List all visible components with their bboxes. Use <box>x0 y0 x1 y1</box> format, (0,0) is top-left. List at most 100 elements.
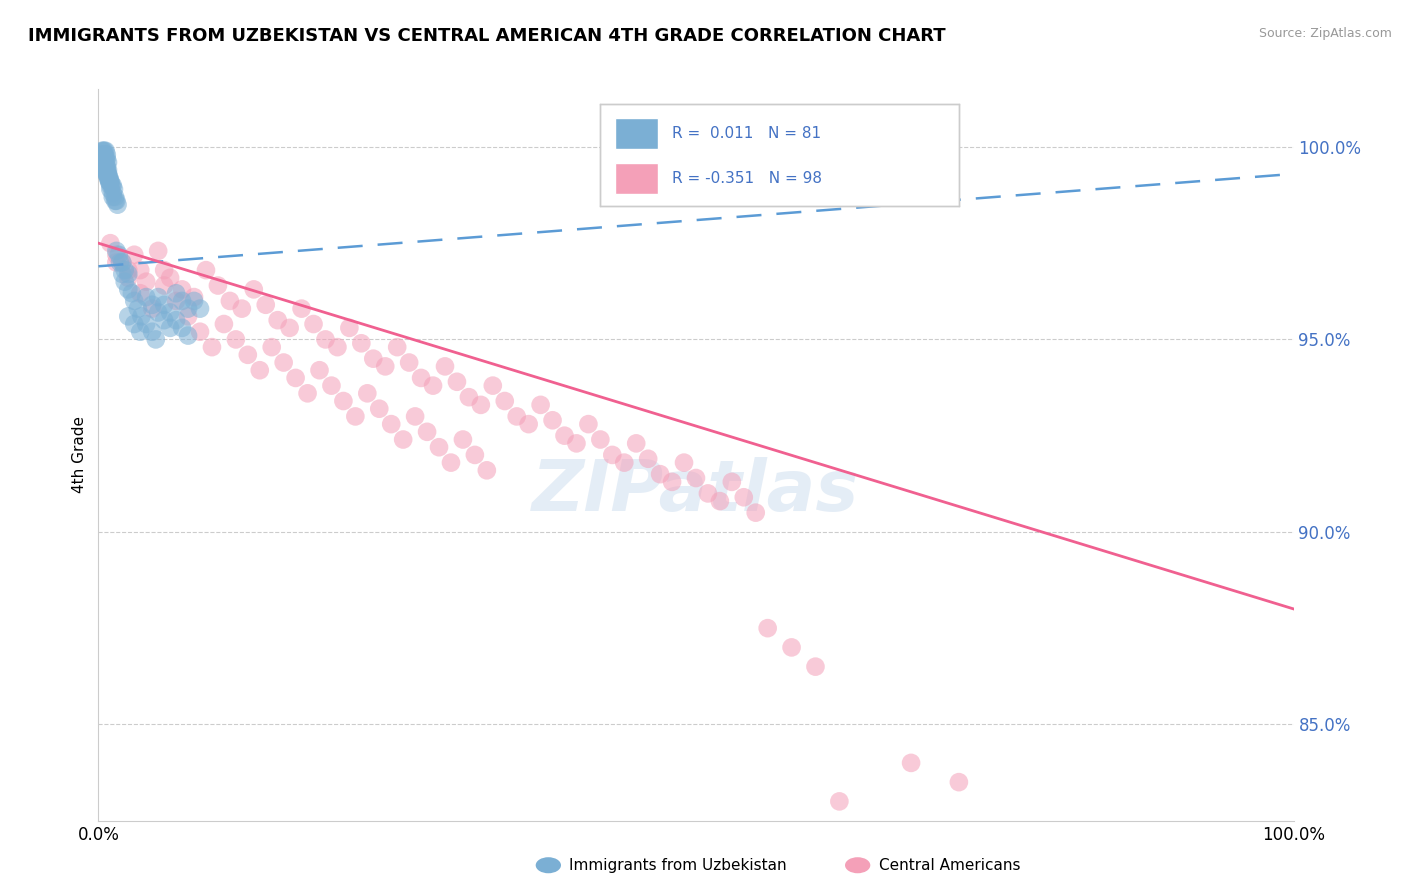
Point <box>131 310 153 324</box>
Point <box>446 375 468 389</box>
Point <box>745 506 768 520</box>
Point <box>94 152 117 166</box>
Point <box>254 298 277 312</box>
Point <box>350 336 373 351</box>
Point <box>121 286 143 301</box>
Point <box>97 167 120 181</box>
Point <box>105 244 128 258</box>
Point <box>177 328 200 343</box>
Point <box>127 301 149 316</box>
Point <box>135 290 157 304</box>
Point <box>828 794 851 808</box>
Point <box>93 155 115 169</box>
Point <box>231 301 253 316</box>
Point <box>159 270 181 285</box>
Point <box>380 417 402 431</box>
Point <box>100 178 122 193</box>
Point <box>98 178 122 193</box>
Point <box>613 456 636 470</box>
Point <box>267 313 290 327</box>
Point <box>93 159 115 173</box>
Point <box>148 305 170 319</box>
Point <box>697 486 720 500</box>
Point <box>470 398 492 412</box>
Point <box>404 409 426 424</box>
Point <box>398 355 420 369</box>
Point <box>709 494 731 508</box>
Point <box>339 321 361 335</box>
Point <box>135 275 157 289</box>
Point <box>107 197 129 211</box>
Text: Immigrants from Uzbekistan: Immigrants from Uzbekistan <box>569 858 787 872</box>
Point <box>98 175 121 189</box>
Point <box>111 255 134 269</box>
Point <box>260 340 283 354</box>
Point <box>101 186 124 201</box>
Point <box>948 775 970 789</box>
Point <box>111 255 134 269</box>
Point <box>626 436 648 450</box>
Point <box>494 394 516 409</box>
Point <box>101 190 124 204</box>
Point <box>135 317 157 331</box>
Point <box>148 244 170 258</box>
Point <box>291 301 314 316</box>
Point <box>97 170 120 185</box>
Point <box>506 409 529 424</box>
Point <box>356 386 378 401</box>
Point <box>98 175 121 189</box>
Point <box>98 175 122 189</box>
Point <box>249 363 271 377</box>
Point <box>124 317 146 331</box>
Point <box>97 170 120 185</box>
Point <box>91 147 114 161</box>
Point <box>440 456 463 470</box>
Point <box>117 270 139 285</box>
Point <box>733 490 755 504</box>
Point <box>236 348 259 362</box>
Point <box>114 275 136 289</box>
Point <box>648 467 672 482</box>
Point <box>96 159 118 173</box>
Point <box>578 417 600 431</box>
Point <box>172 293 194 308</box>
Point <box>91 155 114 169</box>
Text: Source: ZipAtlas.com: Source: ZipAtlas.com <box>1258 27 1392 40</box>
Point <box>284 371 307 385</box>
Point <box>721 475 744 489</box>
Point <box>91 152 114 166</box>
Point <box>98 175 122 189</box>
Point <box>117 263 139 277</box>
Point <box>530 398 553 412</box>
Point <box>117 282 139 296</box>
Point <box>153 278 176 293</box>
Point <box>172 321 194 335</box>
Point <box>195 263 218 277</box>
Point <box>278 321 301 335</box>
Point <box>541 413 564 427</box>
Point <box>458 390 481 404</box>
Point <box>93 159 115 173</box>
Point <box>98 170 121 185</box>
Point <box>153 298 176 312</box>
Point <box>129 263 152 277</box>
Text: Central Americans: Central Americans <box>879 858 1021 872</box>
Point <box>177 301 200 316</box>
Point <box>108 255 131 269</box>
Point <box>219 293 242 308</box>
Point <box>308 363 330 377</box>
Point <box>93 152 115 166</box>
Point <box>589 433 612 447</box>
Point <box>98 170 121 185</box>
Point <box>148 290 170 304</box>
Point <box>481 378 505 392</box>
Point <box>165 313 187 327</box>
Point <box>111 267 134 281</box>
Point <box>434 359 457 374</box>
Point <box>94 163 117 178</box>
Point <box>124 293 146 308</box>
Point <box>297 386 319 401</box>
Point <box>565 436 588 450</box>
Point <box>673 456 696 470</box>
Point <box>637 451 659 466</box>
